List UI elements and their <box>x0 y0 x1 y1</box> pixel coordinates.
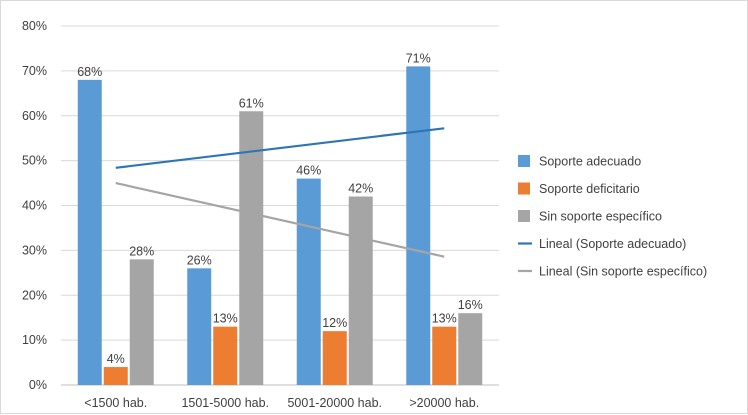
legend-swatch <box>518 182 530 195</box>
bar <box>187 268 212 385</box>
y-tick-label: 20% <box>22 288 47 302</box>
data-label: 4% <box>107 352 125 366</box>
bar <box>432 326 457 385</box>
data-label: 26% <box>187 253 212 267</box>
legend-label: Soporte adecuado <box>539 155 641 169</box>
bar <box>129 259 154 385</box>
legend-label: Soporte deficitario <box>539 182 640 196</box>
legend-swatch <box>518 155 530 167</box>
bar <box>322 331 347 385</box>
trendline <box>115 181 445 258</box>
bar <box>458 313 483 385</box>
bar <box>213 326 238 385</box>
bar <box>296 178 321 385</box>
y-tick-label: 40% <box>22 199 47 213</box>
data-label: 16% <box>458 298 483 312</box>
y-tick-label: 0% <box>29 378 47 392</box>
y-tick-label: 70% <box>22 64 47 78</box>
bar <box>348 196 373 385</box>
x-tick-label: 1501-5000 hab. <box>181 396 269 410</box>
data-label: 13% <box>432 312 457 326</box>
y-tick-label: 80% <box>22 19 47 33</box>
data-label: 28% <box>129 244 154 258</box>
y-tick-label: 60% <box>22 109 47 123</box>
trendline <box>115 127 445 169</box>
data-label: 68% <box>77 65 102 79</box>
x-tick-label: >20000 hab. <box>409 396 479 410</box>
data-label: 61% <box>239 96 264 110</box>
bar <box>77 79 102 385</box>
bar <box>239 111 264 385</box>
bar <box>103 367 128 385</box>
x-tick-label: 5001-20000 hab. <box>287 396 382 410</box>
data-label: 42% <box>348 182 373 196</box>
data-label: 12% <box>322 316 347 330</box>
y-tick-label: 50% <box>22 154 47 168</box>
data-label: 46% <box>296 164 321 178</box>
bar <box>406 66 431 385</box>
x-tick-label: <1500 hab. <box>84 396 147 410</box>
legend-label: Sin soporte específico <box>539 210 662 224</box>
data-label: 71% <box>406 51 431 65</box>
data-label: 13% <box>213 312 238 326</box>
legend-label: Lineal (Soporte adecuado) <box>539 237 686 251</box>
legend-label: Lineal (Sin soporte específico) <box>539 265 707 279</box>
y-tick-label: 30% <box>22 243 47 257</box>
y-tick-label: 10% <box>22 333 47 347</box>
legend-swatch <box>518 210 530 222</box>
